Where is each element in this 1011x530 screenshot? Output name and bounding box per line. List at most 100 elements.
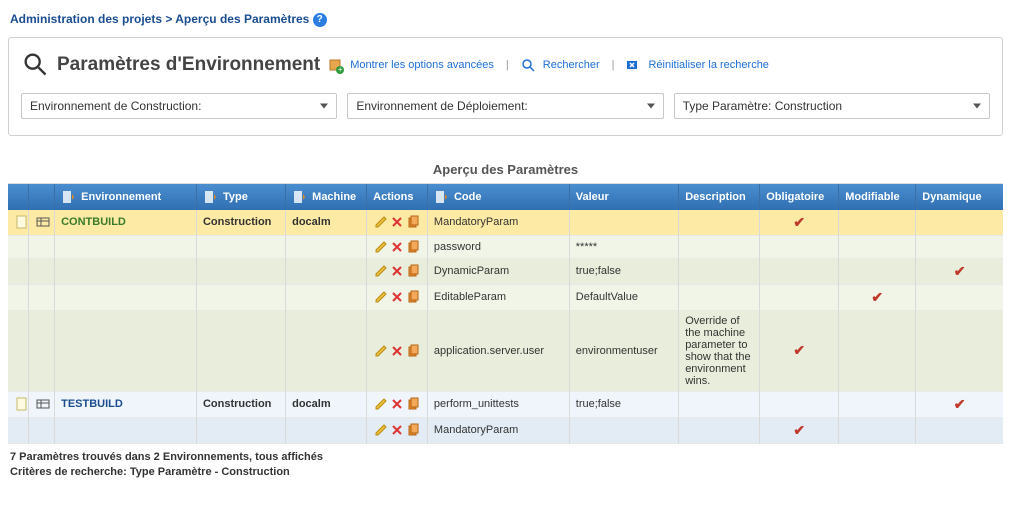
cell-icon1 [8,235,28,258]
cell-icon2 [28,310,54,391]
edit-icon[interactable] [374,240,388,254]
separator: | [506,59,509,71]
cell-modif [839,310,916,391]
cell-desc [679,235,760,258]
deploy-env-select[interactable]: Environnement de Déploiement: [347,93,663,119]
build-env-label: Environnement de Construction: [30,99,201,113]
cell-valeur: true;false [569,391,678,417]
note-icon[interactable] [15,215,29,229]
cell-valeur [569,210,678,236]
delete-icon[interactable] [390,397,404,411]
copy-icon[interactable] [406,423,420,437]
cell-icon1 [8,310,28,391]
view-icon[interactable] [36,397,50,411]
edit-icon[interactable] [374,264,388,278]
delete-icon[interactable] [390,264,404,278]
cell-icon2 [28,417,54,443]
cell-modif [839,258,916,284]
cell-machine: docalm [286,391,367,417]
cell-code: application.server.user [427,310,569,391]
view-icon[interactable] [36,215,50,229]
help-icon[interactable]: ? [313,13,327,27]
delete-icon[interactable] [390,290,404,304]
col-environnement[interactable]: Environnement [55,184,197,210]
check-icon: ✔ [922,396,997,413]
check-icon: ✔ [766,342,832,359]
col-code[interactable]: Code [427,184,569,210]
advanced-options-link[interactable]: Montrer les options avancées [350,59,494,71]
env-name[interactable]: TESTBUILD [61,398,123,410]
search-panel: Paramètres d'Environnement Montrer les o… [8,37,1003,136]
check-icon: ✔ [766,422,832,439]
cell-env: TESTBUILD [55,391,197,417]
sort-icon [434,190,448,204]
cell-env [55,310,197,391]
cell-icon1 [8,210,28,236]
edit-icon[interactable] [374,215,388,229]
col-machine[interactable]: Machine [286,184,367,210]
breadcrumb-seg1[interactable]: Administration des projets [10,12,162,26]
cell-code: MandatoryParam [427,417,569,443]
copy-icon[interactable] [406,397,420,411]
cell-dyn [916,235,1003,258]
col-type[interactable]: Type [196,184,285,210]
copy-icon[interactable] [406,264,420,278]
copy-icon[interactable] [406,290,420,304]
param-type-label: Type Paramètre: Construction [683,99,842,113]
cell-icon2 [28,210,54,236]
cell-type [196,235,285,258]
search-small-icon [521,58,535,72]
cell-actions [367,391,428,417]
footer-line2: Critères de recherche: Type Paramètre - … [10,465,1001,480]
cell-code: password [427,235,569,258]
cell-type [196,284,285,310]
cell-valeur: DefaultValue [569,284,678,310]
table-row: DynamicParamtrue;false✔ [8,258,1003,284]
panel-title: Paramètres d'Environnement [57,54,320,76]
table-footer: 7 Paramètres trouvés dans 2 Environnemen… [8,444,1003,487]
cell-code: EditableParam [427,284,569,310]
cell-dyn [916,310,1003,391]
cell-machine [286,310,367,391]
search-link[interactable]: Rechercher [543,59,600,71]
edit-icon[interactable] [374,344,388,358]
magnifier-icon [21,50,49,81]
cell-oblig [760,235,839,258]
copy-icon[interactable] [406,344,420,358]
edit-icon[interactable] [374,290,388,304]
cell-type [196,258,285,284]
cell-icon1 [8,284,28,310]
edit-icon[interactable] [374,423,388,437]
delete-icon[interactable] [390,240,404,254]
table-row: MandatoryParam ✔ [8,417,1003,443]
cell-dyn [916,417,1003,443]
cell-icon1 [8,417,28,443]
edit-icon[interactable] [374,397,388,411]
delete-icon[interactable] [390,423,404,437]
footer-line1: 7 Paramètres trouvés dans 2 Environnemen… [10,450,1001,465]
delete-icon[interactable] [390,344,404,358]
col-blank1 [8,184,28,210]
cell-type [196,417,285,443]
table-header-row: Environnement Type Machine Actions Code … [8,184,1003,210]
copy-icon[interactable] [406,240,420,254]
check-icon: ✔ [922,263,997,280]
env-name[interactable]: CONTBUILD [61,216,126,228]
col-blank2 [28,184,54,210]
copy-icon[interactable] [406,215,420,229]
param-type-select[interactable]: Type Paramètre: Construction [674,93,990,119]
cell-env [55,235,197,258]
cell-machine [286,258,367,284]
cell-desc [679,210,760,236]
delete-icon[interactable] [390,215,404,229]
cell-icon1 [8,391,28,417]
cell-modif: ✔ [839,284,916,310]
reset-search-link[interactable]: Réinitialiser la recherche [648,59,768,71]
cell-desc: Override of the machine parameter to sho… [679,310,760,391]
table-row: application.server.userenvironmentuserOv… [8,310,1003,391]
build-env-select[interactable]: Environnement de Construction: [21,93,337,119]
cell-dyn: ✔ [916,391,1003,417]
check-icon: ✔ [766,214,832,231]
note-icon[interactable] [15,397,29,411]
cell-icon2 [28,235,54,258]
